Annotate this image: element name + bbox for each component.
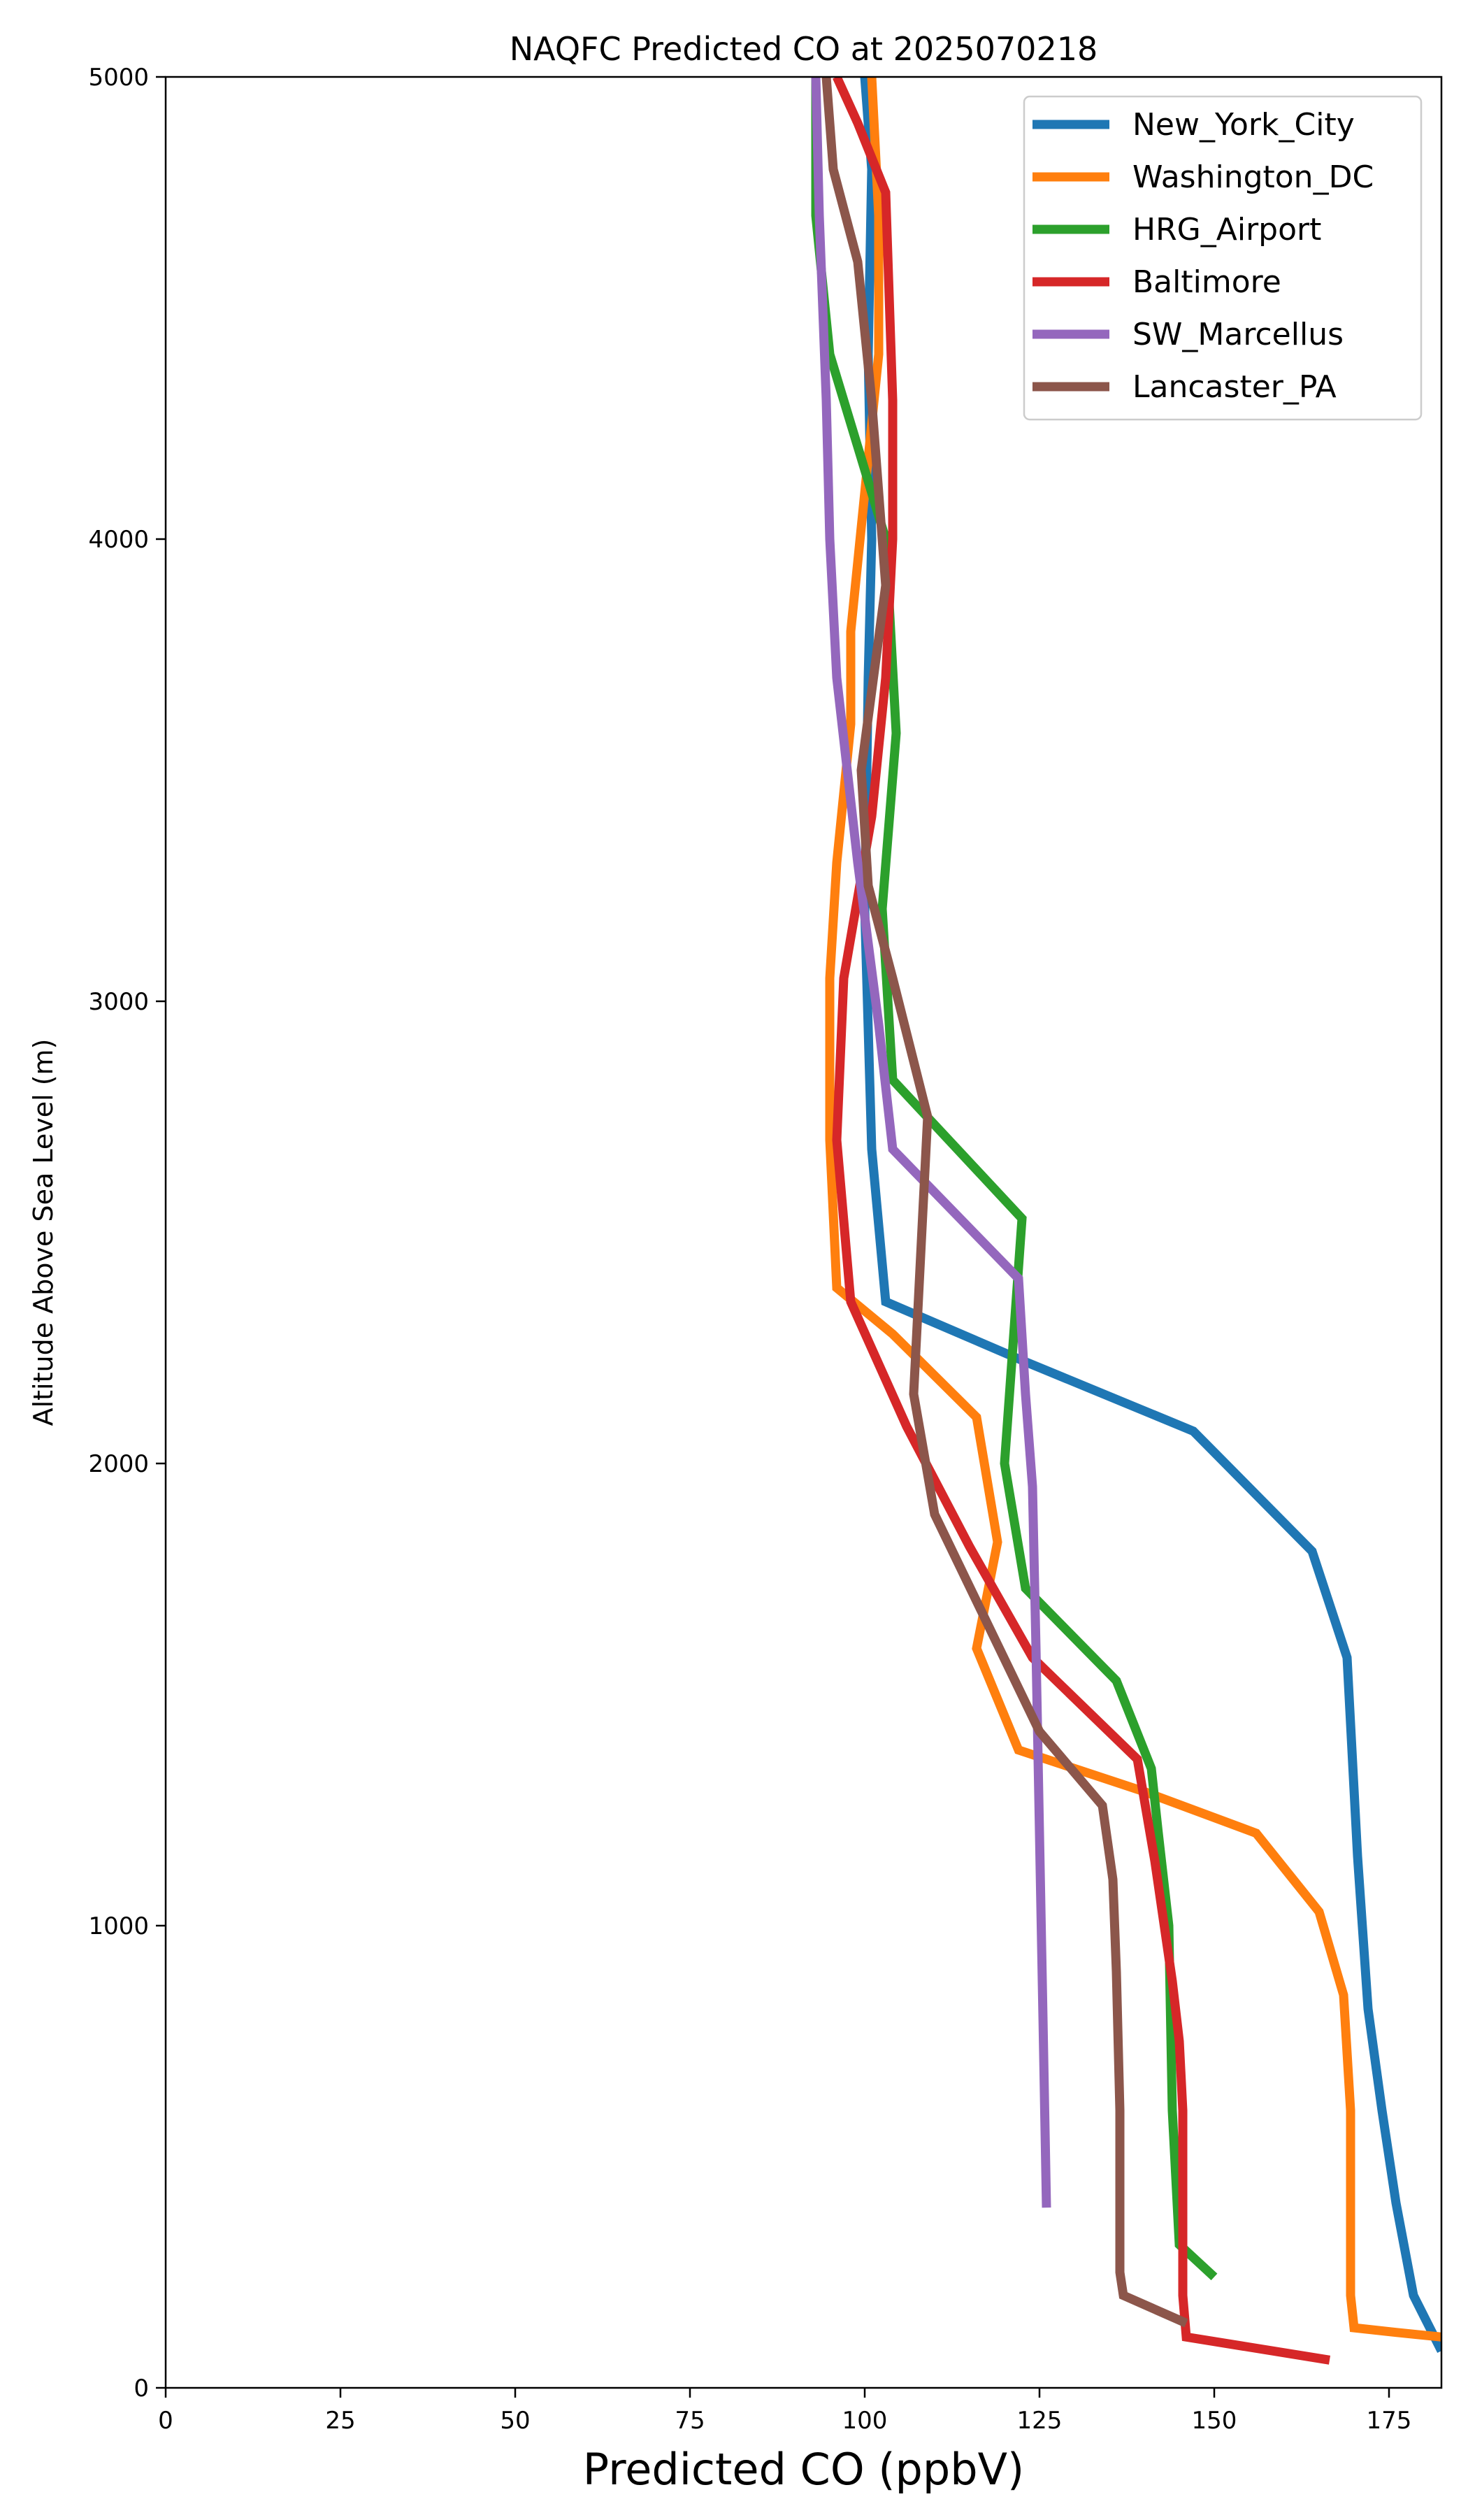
x-tick-label: 150 <box>1192 2407 1237 2435</box>
legend-box <box>1023 95 1423 421</box>
legend-label: Baltimore <box>1132 264 1281 300</box>
legend-label: New_York_City <box>1132 107 1355 143</box>
legend: New_York_City Washington_DC HRG_Airport Bal… <box>1023 95 1423 421</box>
series-layer <box>811 77 1441 2365</box>
legend-label: Lancaster_PA <box>1132 369 1337 405</box>
y-tick-label: 0 <box>134 2375 149 2403</box>
y-tick-label: 1000 <box>88 1912 149 1940</box>
y-axis-ticks: 0 1000 2000 3000 4000 5000 <box>88 64 166 2403</box>
series-line-lancaster-pa <box>821 77 1188 2328</box>
chart-title: NAQFC Predicted CO at 2025070218 <box>510 30 1098 68</box>
series-line-new-york-city <box>860 77 1441 2354</box>
legend-label: SW_Marcellus <box>1132 317 1344 352</box>
series-line-baltimore <box>832 77 1331 2365</box>
legend-label: HRG_Airport <box>1132 212 1321 248</box>
x-tick-label: 125 <box>1017 2407 1063 2435</box>
x-tick-label: 25 <box>325 2407 355 2435</box>
y-tick-label: 2000 <box>88 1450 149 1478</box>
x-axis-ticks: 0 25 50 75 100 125 150 175 <box>158 2388 1411 2435</box>
x-tick-label: 0 <box>158 2407 173 2435</box>
x-axis-label: Predicted CO (ppbV) <box>583 2444 1024 2495</box>
x-tick-label: 75 <box>675 2407 705 2435</box>
y-axis-label: Altitude Above Sea Level (m) <box>28 1039 59 1426</box>
x-tick-label: 50 <box>500 2407 530 2435</box>
x-tick-label: 175 <box>1367 2407 1412 2435</box>
x-tick-label: 100 <box>842 2407 888 2435</box>
y-tick-label: 5000 <box>88 64 149 92</box>
plot-frame <box>164 76 1443 2389</box>
y-tick-label: 4000 <box>88 526 149 554</box>
y-tick-label: 3000 <box>88 988 149 1016</box>
series-line-washington-dc <box>825 77 1441 2342</box>
legend-label: Washington_DC <box>1132 159 1374 195</box>
series-line-sw-marcellus <box>811 77 1051 2208</box>
